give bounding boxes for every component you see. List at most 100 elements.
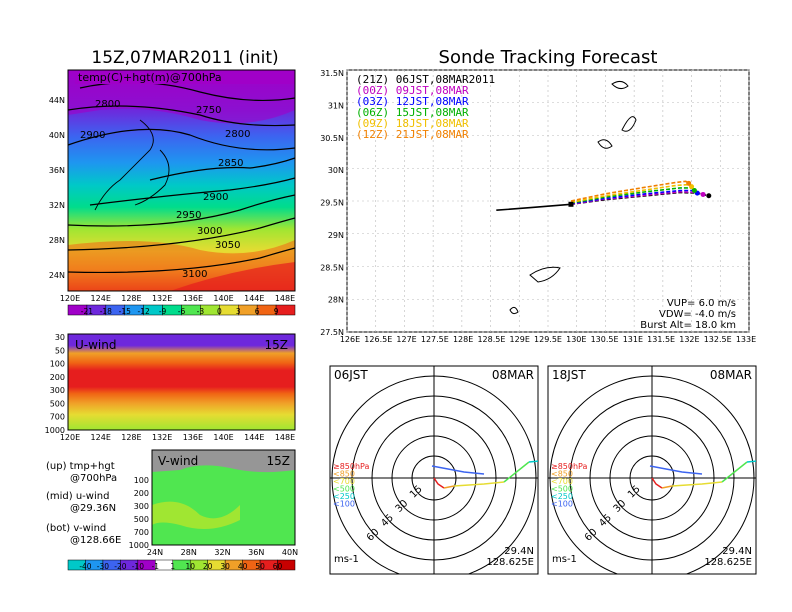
contour-label: 2950 (176, 210, 201, 221)
colorbar-label: -12 (138, 307, 150, 316)
contour-label: 3000 (197, 226, 222, 237)
colorbar-label: 60 (273, 562, 283, 571)
colorbar-label: 1 (170, 562, 175, 571)
colorbar-label: -3 (197, 307, 205, 316)
y-tick-label: 28.5N (320, 263, 344, 272)
note-mid2: @29.36N (70, 503, 116, 514)
colorbar-label: -1 (152, 562, 160, 571)
pressure-legend: <500 (333, 485, 355, 494)
track-end-point (706, 193, 712, 199)
y-tick-label: 500 (134, 515, 149, 524)
panel1-x-ticks: 120E 124E 128E 132E 136E 140E 144E 148E (60, 294, 295, 303)
x-tick-label: 136E (183, 433, 203, 442)
x-tick-label: 120E (60, 433, 80, 442)
contour-label: 3050 (215, 240, 240, 251)
hodograph-lat: 29.4N (504, 546, 534, 557)
panel3-colorbar: -40 -30 -20 -10 -1 1 10 20 30 40 50 60 (67, 559, 296, 571)
colorbar-label: -21 (81, 307, 93, 316)
legend-entry: (00Z) 09JST,08MAR (356, 84, 469, 97)
legend-entry: (12Z) 21JST,08MAR (356, 128, 469, 141)
hodograph-trace (671, 481, 723, 487)
pressure-legend: <100 (333, 500, 355, 509)
pressure-legend: <100 (551, 500, 573, 509)
hodograph-time: 18JST (552, 368, 586, 382)
x-tick-label: 140E (213, 294, 233, 303)
legend-entry: (09Z) 18JST,08MAR (356, 117, 469, 130)
colorbar-swatch (277, 559, 296, 571)
x-tick-label: 124E (91, 294, 111, 303)
x-tick-label: 40N (282, 548, 298, 557)
panel-notes: (up) tmp+hgt @700hPa (mid) u-wind @29.36… (46, 461, 121, 546)
pressure-legend: <850 (551, 470, 573, 479)
colorbar-label: -15 (119, 307, 131, 316)
pressure-legend: <500 (551, 485, 573, 494)
ascent-track (496, 203, 572, 211)
x-tick-label: 36N (248, 548, 264, 557)
hodograph-trace (661, 485, 673, 489)
y-tick-label: 200 (50, 373, 65, 382)
x-tick-label: 148E (275, 294, 295, 303)
y-tick-label: 30N (328, 166, 344, 175)
x-tick-label: 128E (121, 294, 141, 303)
x-tick-label: 130E (566, 335, 586, 344)
y-tick-label: 100 (50, 360, 65, 369)
y-tick-label: 1000 (45, 426, 65, 435)
tracking-y-ticks: 31.5N 31N 30.5N 30N 29.5N 29N 28.5N 28N 27.5N (320, 69, 344, 337)
vwind-band (152, 501, 240, 529)
colorbar-label: 9 (274, 307, 279, 316)
track-series-line (570, 180, 690, 202)
hodograph-date: 08MAR (492, 368, 534, 382)
x-tick-label: 28N (181, 548, 197, 557)
hodograph-trace (649, 465, 703, 475)
x-tick-label: 144E (244, 294, 264, 303)
panel2-x-ticks: 120E 124E 128E 132E 136E 140E 144E 148E (60, 433, 295, 442)
legend-entry: (06Z) 15JST,08MAR (356, 106, 469, 119)
contour-label: 2850 (218, 158, 243, 169)
y-tick-label: 29N (328, 231, 344, 240)
y-tick-label: 700 (50, 413, 65, 422)
hodograph-time: 06JST (334, 368, 368, 382)
track-end-point (689, 184, 695, 190)
y-tick-label: 200 (134, 489, 149, 498)
x-tick-label: 128.5E (477, 335, 505, 344)
vwind-upper (152, 450, 295, 473)
y-tick-label: 28N (49, 236, 65, 245)
y-tick-label: 40N (49, 131, 65, 140)
y-tick-label: 27.5N (320, 328, 344, 337)
annotation-burst: Burst Alt= 18.0 km (640, 320, 736, 331)
contour-label: 2900 (80, 130, 105, 141)
hodograph-trace (746, 460, 756, 463)
x-tick-label: 129.5E (534, 335, 562, 344)
panel2-uwind: U-wind 15Z (67, 333, 296, 431)
panel3-y-ticks: 100 200 300 500 700 1000 (129, 476, 149, 550)
hodograph-lat: 29.4N (722, 546, 752, 557)
islands (509, 80, 637, 315)
annotation-vdw: VDW= -4.0 m/s (659, 309, 736, 320)
tracking-annotations: VUP= 6.0 m/s VDW= -4.0 m/s Burst Alt= 18… (640, 298, 736, 331)
y-tick-label: 29.5N (320, 199, 344, 208)
track-end-point (691, 188, 697, 194)
note-up2: @700hPa (70, 473, 117, 484)
contour-label: 2900 (203, 192, 228, 203)
inner-label-bg (75, 70, 295, 84)
colorbar-label: -20 (114, 562, 126, 571)
x-tick-label: 124E (91, 433, 111, 442)
pressure-legend: ≥850hPa (551, 462, 588, 471)
x-tick-label: 140E (213, 433, 233, 442)
colorbar-label: -30 (97, 562, 109, 571)
x-tick-label: 132E (679, 335, 699, 344)
height-contours (67, 81, 296, 274)
pressure-legend: ≥850hPa (333, 462, 370, 471)
pressure-legend: <700 (333, 477, 355, 486)
x-tick-label: 132.5E (704, 335, 732, 344)
colorbar-label: 10 (185, 562, 195, 571)
y-tick-label: 100 (134, 476, 149, 485)
y-tick-label: 1000 (129, 541, 149, 550)
note-bot2: @128.66E (70, 535, 121, 546)
pressure-legend: <700 (551, 477, 573, 486)
colorbar-swatch (275, 304, 296, 316)
x-tick-label: 127E (396, 335, 416, 344)
legend-entry: (03Z) 12JST,08MAR (356, 95, 469, 108)
